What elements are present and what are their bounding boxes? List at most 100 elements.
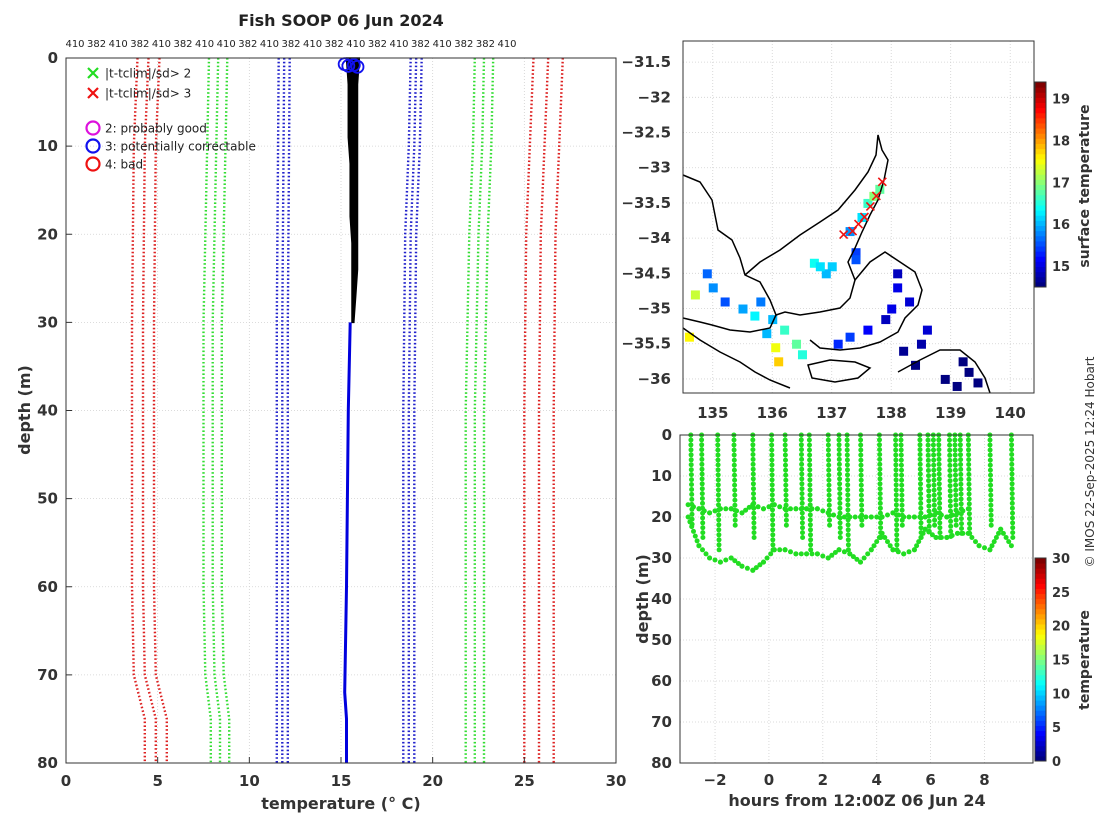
dt-cast-point [878, 525, 884, 531]
dt-point [874, 514, 880, 520]
dt-point [700, 547, 705, 553]
dt-cast-point [877, 456, 883, 462]
dt-cast-point [751, 515, 757, 521]
dt-cast-point [893, 457, 899, 463]
dt-cast-point [899, 497, 905, 503]
dt-cast-point [952, 442, 958, 448]
dt-cast-point [936, 452, 942, 457]
imos-credit: © IMOS 22-Sep-2025 12:24 Hobart [1083, 356, 1097, 567]
dt-colorbar-segment [1035, 695, 1046, 701]
map-ytick-label: −34.5 [621, 264, 671, 282]
dt-cast-point [750, 461, 756, 467]
dt-cast-point [948, 508, 953, 514]
dt-cast-point [859, 507, 865, 513]
dt-cast-point [769, 462, 775, 468]
sst-cell [797, 350, 807, 360]
dt-point [744, 565, 750, 571]
sst-cell [780, 325, 790, 335]
dt-point [717, 559, 723, 565]
envelope-line [211, 57, 222, 763]
dt-cast-point [715, 442, 721, 448]
dt-cast-point [987, 447, 993, 453]
dt-cast-point [732, 512, 738, 518]
dt-cast-point [750, 442, 756, 448]
profile-top-tick-label: 410 [65, 39, 84, 50]
colorbar-segment [1035, 189, 1046, 196]
dt-cast-point [925, 447, 931, 453]
dt-cast-point [930, 442, 936, 448]
dt-cast-point [987, 462, 993, 468]
dt-cast-point [899, 507, 905, 513]
dt-cast-point [931, 472, 937, 478]
dt-cast-point [716, 497, 721, 503]
dt-cast-point [715, 457, 721, 463]
dt-cast-point [936, 437, 942, 443]
dt-cast-point [732, 492, 738, 498]
dt-cast-point [947, 442, 953, 448]
dt-cast-point [751, 535, 757, 540]
dt-point [820, 508, 826, 514]
dt-cast-point [899, 472, 905, 478]
dt-cast-point [689, 511, 695, 517]
map-ticks: 135 136 137 138 139 140 −31.5 −32 −32.5 −33 −33.5 −… [621, 53, 1025, 422]
dt-cast-point [958, 506, 964, 512]
dt-cast-point [769, 502, 775, 508]
dt-cast-point [878, 520, 884, 526]
dt-colorbar-segment [1035, 705, 1046, 711]
dt-point [836, 547, 842, 553]
dt-point [847, 551, 853, 557]
colorbar-tick-label: 15 [1052, 260, 1070, 275]
dt-cast-point [953, 507, 959, 513]
dt-cast-point [947, 447, 953, 453]
dt-cast-point [1009, 461, 1015, 467]
dt-colorbar-segment [1035, 583, 1046, 589]
sst-cell [750, 311, 760, 321]
map-ship-track [839, 177, 887, 240]
dt-cast-point [825, 447, 831, 453]
sst-cell [922, 325, 932, 335]
dt-cast-point [751, 505, 757, 511]
profile-top-tick-label: 382 [368, 39, 387, 50]
dt-colorbar-segment [1035, 573, 1046, 579]
dt-point [820, 553, 826, 559]
dt-cast-point [894, 542, 900, 548]
dt-cast-point [988, 502, 994, 508]
map-xtick-label: 139 [935, 404, 966, 422]
legend-marker-circle [85, 156, 101, 172]
dt-cast-point [715, 492, 721, 498]
dt-cast-point [958, 457, 964, 463]
dt-point [691, 528, 696, 534]
profile-ytick-label: 40 [37, 402, 58, 420]
colorbar-segment [1035, 169, 1046, 175]
map-ytick-label: −31.5 [621, 53, 671, 71]
dt-cast-point [958, 471, 964, 477]
dt-cast-point [827, 517, 832, 523]
map-panel: 135 136 137 138 139 140 −31.5 −32 −32.5 −33 −33.5 −… [621, 40, 1093, 422]
dt-point [868, 514, 874, 520]
dt-cast-point [926, 488, 932, 494]
dt-cast-point [689, 506, 695, 512]
dt-cast-point [931, 497, 937, 503]
dt-cast-point [845, 527, 851, 533]
dt-cast-point [732, 487, 738, 493]
profile-top-tick-label: 410 [152, 39, 171, 50]
dt-cast-point [926, 508, 932, 514]
profile-climatology-envelopes [130, 57, 564, 763]
dt-point [865, 551, 871, 557]
colorbar-segment [1035, 92, 1046, 98]
sst-cell [881, 315, 891, 325]
dt-cast-point [925, 462, 931, 468]
dt-point [739, 563, 745, 569]
dt-cast-point [731, 442, 737, 448]
dt-cast-point [807, 472, 813, 478]
dt-colorbar-segment [1035, 674, 1046, 681]
dt-cast-point [917, 442, 923, 448]
dt-point [1006, 539, 1012, 545]
dt-cast-point [799, 466, 805, 472]
track-marker [877, 177, 887, 187]
dt-cast-point [936, 442, 942, 448]
dt-cast-point [877, 481, 883, 487]
dt-cast-point [894, 532, 900, 538]
dt-cast-point [716, 502, 721, 508]
dt-cast-point [1009, 481, 1015, 487]
